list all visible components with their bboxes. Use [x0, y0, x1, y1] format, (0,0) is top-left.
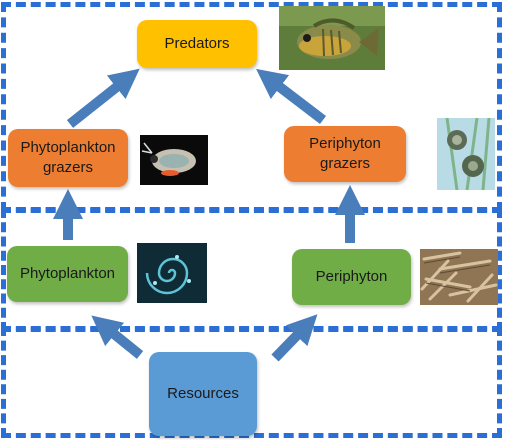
arrow-phyto-grazers-to-predators: [66, 68, 140, 128]
phytoplankton-grazers-node: Phytoplankton grazers: [8, 129, 128, 187]
phytoplankton-photo: [137, 243, 207, 303]
resources-label: Resources: [167, 385, 239, 402]
phytoplankton-grazers-label-line1: Phytoplankton: [20, 139, 116, 156]
diatom-photo: [420, 249, 498, 305]
daphnia-photo: [140, 135, 208, 185]
periphyton-node: Periphyton: [292, 249, 411, 305]
snail-photo: [437, 118, 495, 190]
phytoplankton-grazers-label-line2: grazers: [42, 159, 93, 176]
arrow-resources-to-phytoplankton: [91, 315, 144, 359]
phytoplankton-label: Phytoplankton: [19, 265, 116, 282]
resources-node: Resources: [149, 352, 257, 436]
phytoplankton-node: Phytoplankton: [7, 246, 128, 302]
fish-photo: [279, 6, 385, 70]
periphyton-grazers-label-line1: Periphyton: [309, 135, 381, 152]
arrow-peri-grazers-to-predators: [256, 68, 327, 124]
periphyton-label: Periphyton: [315, 268, 388, 285]
predators-label: Predators: [164, 35, 230, 52]
resource-zone: [1, 326, 502, 438]
periphyton-grazers-label-line2: grazers: [319, 155, 371, 172]
periphyton-grazers-node: Periphyton grazers: [284, 126, 406, 182]
predators-node: Predators: [137, 20, 257, 68]
arrow-resources-to-periphyton: [271, 314, 318, 362]
